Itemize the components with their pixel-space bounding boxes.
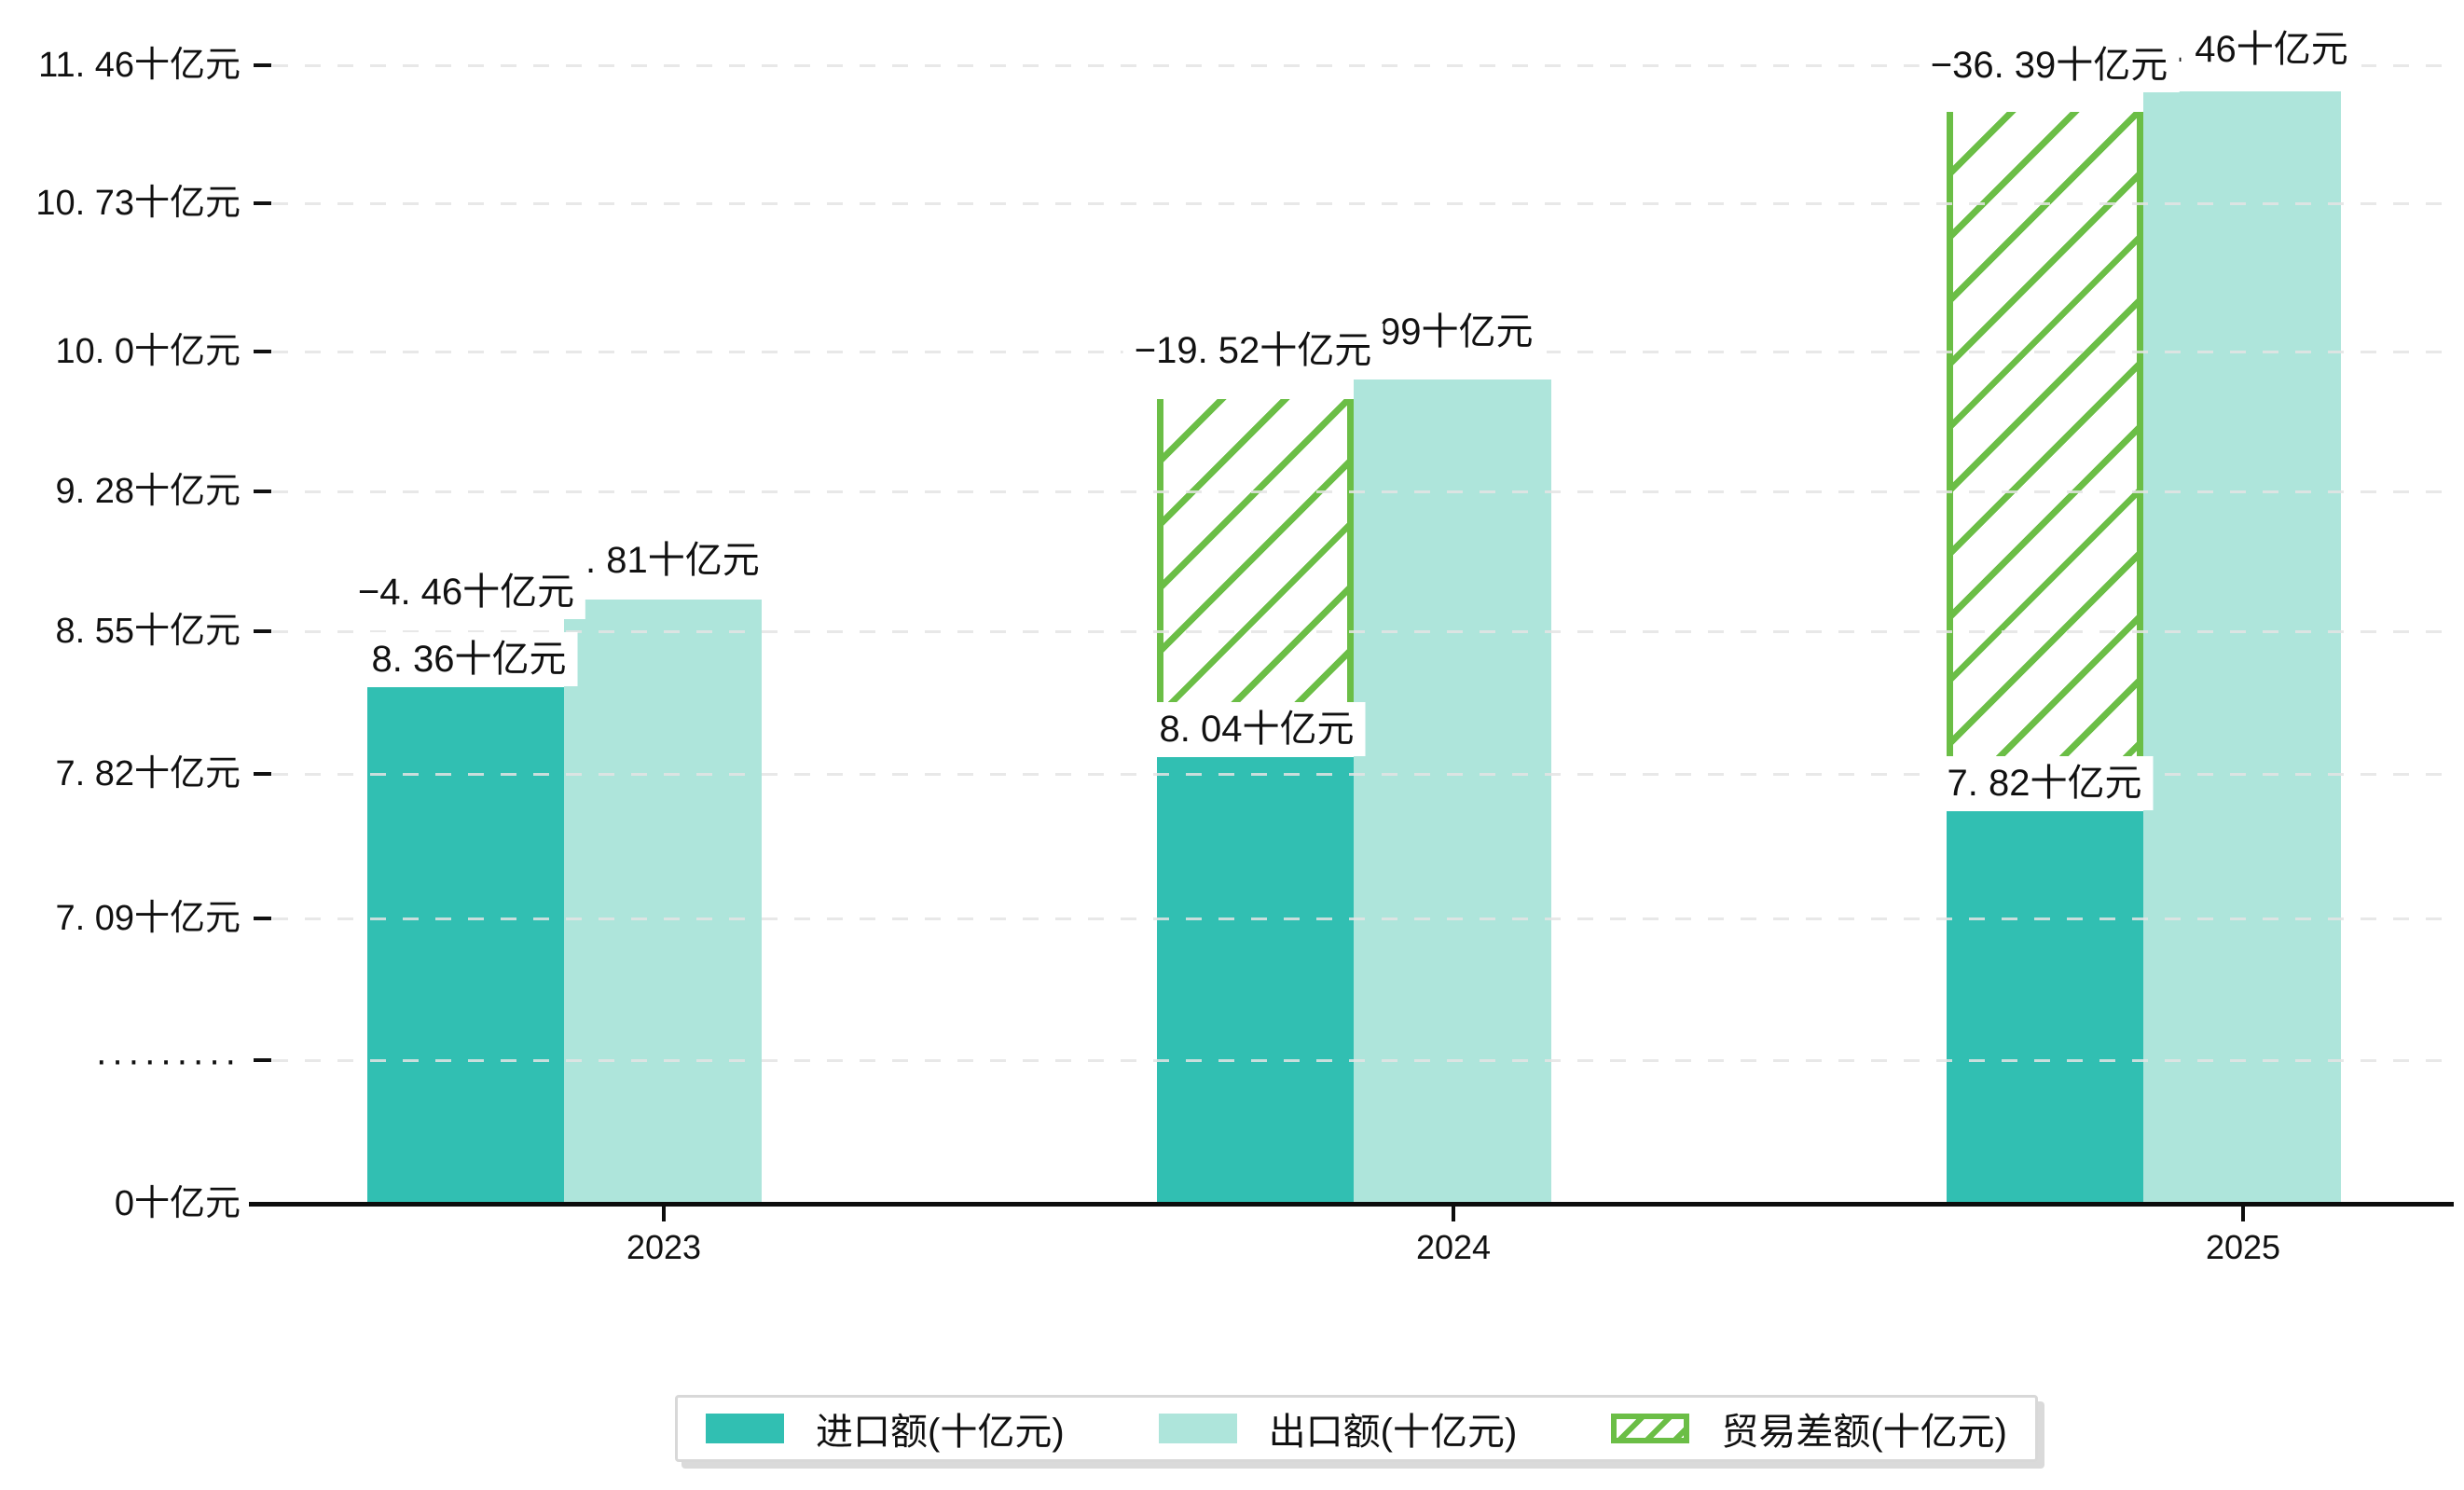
legend-item-import: 进口额(十亿元) bbox=[706, 1401, 1065, 1456]
y-tick-mark bbox=[254, 1058, 271, 1062]
export-bar-2025 bbox=[2143, 91, 2341, 1204]
legend: 进口额(十亿元) 出口额(十亿元) 贸易差额(十亿元) bbox=[675, 1395, 2038, 1462]
export-bar-2023 bbox=[564, 600, 762, 1204]
gridline bbox=[272, 64, 2452, 67]
import-bar-2024 bbox=[1157, 757, 1354, 1204]
y-tick-mark bbox=[254, 350, 271, 353]
import-value-label-2024: 8. 04十亿元 bbox=[1148, 702, 1366, 756]
import-bar-2023 bbox=[367, 687, 564, 1204]
balance-value-label-2024: −19. 52十亿元 bbox=[1122, 324, 1383, 378]
y-tick-mark bbox=[254, 201, 271, 205]
balance-bar-2025 bbox=[1947, 112, 2143, 781]
x-tick-label-2025: 2025 bbox=[2205, 1228, 2281, 1266]
y-tick-label: 8. 55十亿元 bbox=[55, 612, 241, 651]
gridline bbox=[272, 773, 2452, 776]
export-value-label-2024: 99十亿元 bbox=[1370, 302, 1547, 369]
legend-item-export: 出口额(十亿元) bbox=[1158, 1401, 1518, 1456]
gridline bbox=[272, 202, 2452, 205]
x-tick-mark-2025 bbox=[2241, 1207, 2245, 1221]
legend-label-import: 进口额(十亿元) bbox=[816, 1412, 1065, 1453]
gridline bbox=[272, 630, 2452, 633]
x-axis-line bbox=[249, 1202, 2454, 1207]
y-tick-label: 7. 09十亿元 bbox=[55, 899, 241, 938]
legend-item-balance: 贸易差额(十亿元) bbox=[1611, 1401, 2007, 1456]
import-value-label-2025: 7. 82十亿元 bbox=[1935, 756, 2154, 810]
balance-bar-2024 bbox=[1157, 399, 1354, 750]
y-tick-mark bbox=[254, 490, 271, 493]
legend-label-balance: 贸易差额(十亿元) bbox=[1721, 1412, 2007, 1453]
import-value-label-2023: 8. 36十亿元 bbox=[360, 632, 578, 686]
balance-hatch-swatch-icon bbox=[1611, 1414, 1690, 1443]
gridline bbox=[272, 917, 2452, 920]
import-bar-2025 bbox=[1947, 811, 2143, 1204]
export-swatch-icon bbox=[1158, 1414, 1237, 1443]
x-tick-label-2023: 2023 bbox=[626, 1228, 702, 1266]
balance-value-label-2025: −36. 39十亿元 bbox=[1919, 38, 2180, 92]
y-tick-label: 0十亿元 bbox=[114, 1184, 241, 1223]
y-tick-mark bbox=[254, 917, 271, 920]
y-tick-mark bbox=[254, 63, 271, 67]
import-swatch-icon bbox=[706, 1414, 784, 1443]
y-axis-break-label: ········· bbox=[95, 1040, 241, 1081]
balance-value-label-2023: −4. 46十亿元 bbox=[346, 565, 586, 619]
y-tick-label: 9. 28十亿元 bbox=[55, 472, 241, 511]
x-tick-mark-2023 bbox=[662, 1207, 666, 1221]
legend-label-export: 出口额(十亿元) bbox=[1268, 1412, 1518, 1453]
x-tick-label-2024: 2024 bbox=[1415, 1228, 1492, 1266]
y-tick-label: 11. 46十亿元 bbox=[38, 46, 241, 85]
gridline bbox=[272, 1059, 2452, 1062]
x-tick-mark-2024 bbox=[1452, 1207, 1455, 1221]
y-tick-label: 10. 0十亿元 bbox=[55, 332, 241, 371]
y-tick-label: 7. 82十亿元 bbox=[55, 754, 241, 793]
export-value-label-2023: . 81十亿元 bbox=[576, 531, 773, 598]
gridline bbox=[272, 490, 2452, 493]
y-tick-mark bbox=[254, 772, 271, 776]
y-tick-mark bbox=[254, 629, 271, 633]
y-tick-label: 10. 73十亿元 bbox=[35, 184, 241, 223]
export-value-label-2025: . 46十亿元 bbox=[2165, 20, 2361, 87]
export-bar-2024 bbox=[1354, 379, 1551, 1204]
